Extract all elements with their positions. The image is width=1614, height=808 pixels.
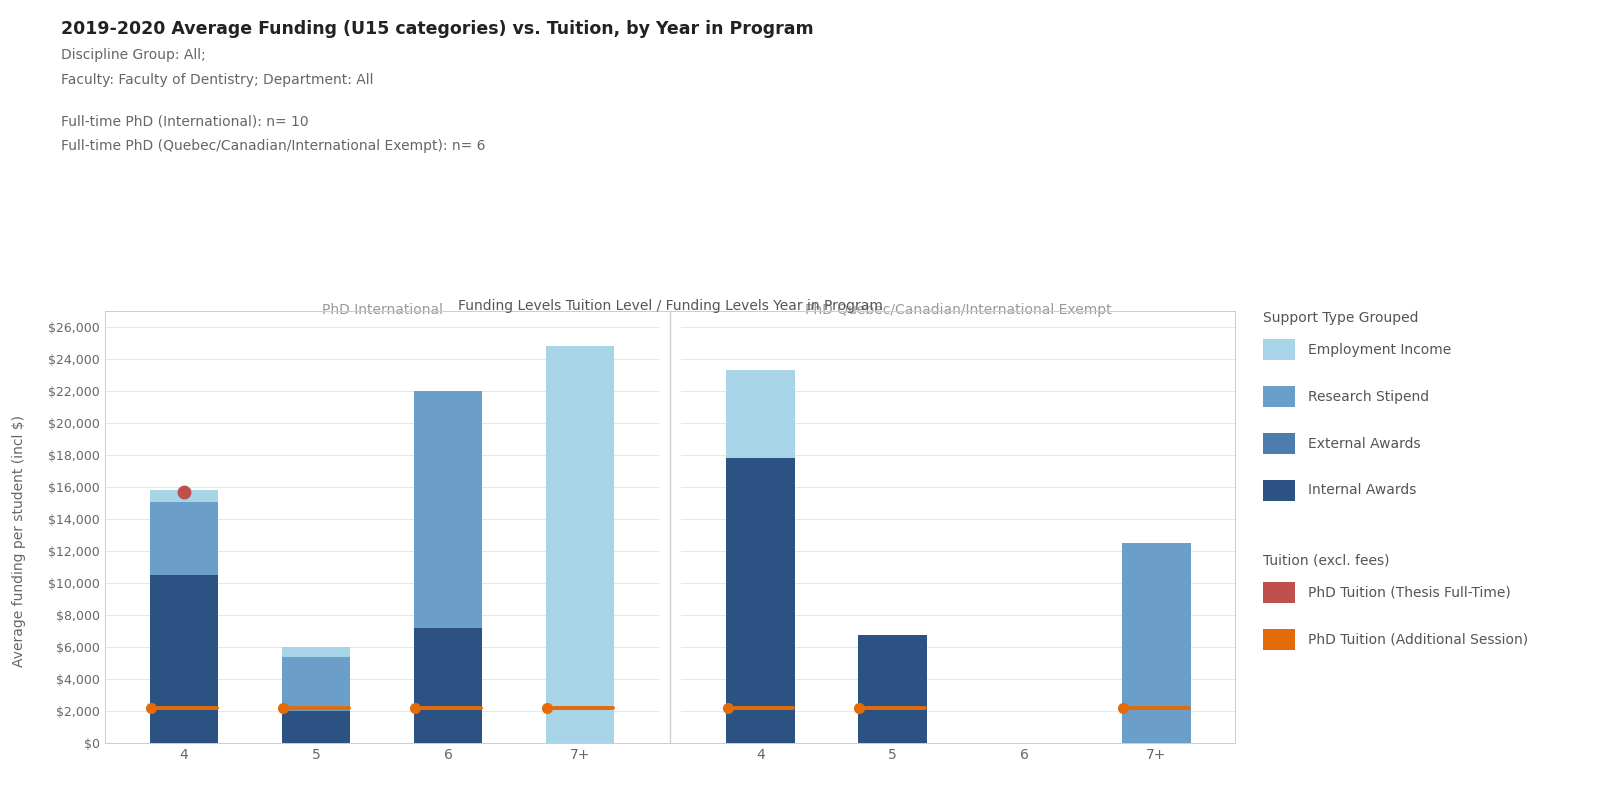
Bar xyxy=(413,628,483,743)
Text: PhD Tuition (Additional Session): PhD Tuition (Additional Session) xyxy=(1307,632,1527,646)
Text: Full-time PhD (Quebec/Canadian/International Exempt): n= 6: Full-time PhD (Quebec/Canadian/Internati… xyxy=(61,139,486,153)
Text: Discipline Group: All;: Discipline Group: All; xyxy=(61,48,207,62)
Text: 2019-2020 Average Funding (U15 categories) vs. Tuition, by Year in Program: 2019-2020 Average Funding (U15 categorie… xyxy=(61,20,813,38)
Bar xyxy=(546,347,613,743)
Bar xyxy=(281,711,350,743)
Bar xyxy=(150,502,218,575)
Text: Support Type Grouped: Support Type Grouped xyxy=(1262,311,1417,325)
Text: Average funding per student (incl $): Average funding per student (incl $) xyxy=(13,415,26,667)
Bar xyxy=(726,458,794,743)
Bar xyxy=(1122,543,1190,743)
Bar xyxy=(726,370,794,458)
Text: Research Stipend: Research Stipend xyxy=(1307,389,1428,404)
Text: PhD Tuition (Thesis Full-Time): PhD Tuition (Thesis Full-Time) xyxy=(1307,585,1511,600)
Text: External Awards: External Awards xyxy=(1307,436,1420,451)
Text: Employment Income: Employment Income xyxy=(1307,343,1451,357)
Text: Tuition (excl. fees): Tuition (excl. fees) xyxy=(1262,553,1388,567)
Text: Internal Awards: Internal Awards xyxy=(1307,483,1415,498)
Bar xyxy=(857,634,926,743)
Bar xyxy=(281,647,350,657)
Text: PhD Quebec/Canadian/International Exempt: PhD Quebec/Canadian/International Exempt xyxy=(805,303,1110,317)
Bar xyxy=(413,391,483,628)
Bar xyxy=(281,657,350,711)
Text: Full-time PhD (International): n= 10: Full-time PhD (International): n= 10 xyxy=(61,115,308,128)
Bar xyxy=(150,490,218,502)
Text: Faculty: Faculty of Dentistry; Department: All: Faculty: Faculty of Dentistry; Departmen… xyxy=(61,73,373,86)
Text: Funding Levels Tuition Level / Funding Levels Year in Program: Funding Levels Tuition Level / Funding L… xyxy=(457,299,883,313)
Bar xyxy=(150,575,218,743)
Text: PhD International: PhD International xyxy=(321,303,442,317)
